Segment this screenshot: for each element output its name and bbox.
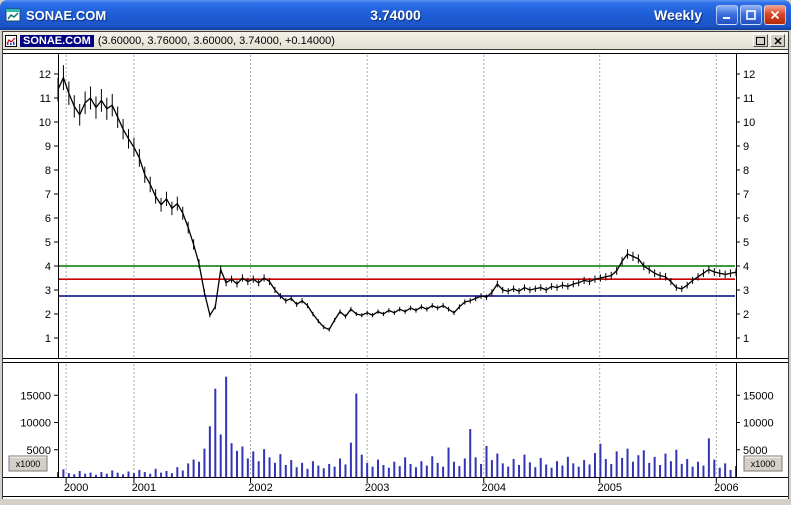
titlebar-period: Weekly bbox=[654, 7, 702, 23]
svg-text:15000: 15000 bbox=[743, 390, 774, 402]
volume-bars bbox=[57, 376, 737, 477]
chart-icon bbox=[5, 34, 17, 47]
app-icon bbox=[5, 7, 21, 23]
year-axis: 2000 2001 2002 2003 2004 2005 2006 bbox=[64, 478, 739, 494]
close-icon bbox=[770, 10, 780, 20]
svg-text:2003: 2003 bbox=[365, 482, 389, 494]
svg-text:5000: 5000 bbox=[27, 445, 51, 457]
svg-text:9: 9 bbox=[743, 141, 749, 153]
svg-text:5: 5 bbox=[743, 237, 749, 249]
volume-axis-labels: 5000 5000 10000 10000 15000 15000 bbox=[20, 390, 773, 457]
svg-text:10000: 10000 bbox=[743, 418, 774, 430]
svg-text:6: 6 bbox=[743, 213, 749, 225]
svg-text:2002: 2002 bbox=[248, 482, 272, 494]
svg-text:12: 12 bbox=[743, 69, 755, 81]
svg-text:7: 7 bbox=[45, 189, 51, 201]
svg-text:15000: 15000 bbox=[20, 390, 51, 402]
svg-text:2: 2 bbox=[45, 309, 51, 321]
inner-close-button[interactable] bbox=[770, 34, 785, 47]
svg-text:10: 10 bbox=[39, 117, 51, 129]
svg-text:11: 11 bbox=[40, 93, 51, 105]
svg-text:3: 3 bbox=[743, 285, 749, 297]
svg-text:11: 11 bbox=[743, 93, 754, 105]
titlebar[interactable]: SONAE.COM 3.74000 Weekly bbox=[0, 0, 791, 30]
inner-maximize-icon bbox=[756, 36, 765, 45]
svg-text:4: 4 bbox=[45, 261, 51, 273]
svg-text:12: 12 bbox=[39, 69, 51, 81]
svg-text:1: 1 bbox=[743, 333, 749, 345]
chart-window: SONAE.COM (3.60000, 3.76000, 3.60000, 3.… bbox=[2, 31, 789, 499]
maximize-icon bbox=[746, 10, 756, 20]
svg-text:2001: 2001 bbox=[132, 482, 156, 494]
svg-text:8: 8 bbox=[45, 165, 51, 177]
svg-text:2000: 2000 bbox=[64, 482, 88, 494]
svg-text:10000: 10000 bbox=[20, 418, 51, 430]
svg-text:2005: 2005 bbox=[597, 482, 621, 494]
svg-text:3: 3 bbox=[45, 285, 51, 297]
svg-text:x1000: x1000 bbox=[16, 459, 41, 469]
price-line bbox=[57, 75, 737, 331]
ohlc-quote: (3.60000, 3.76000, 3.60000, 3.74000, +0.… bbox=[97, 34, 335, 47]
minimize-icon bbox=[723, 17, 730, 19]
minimize-button[interactable] bbox=[716, 5, 738, 25]
svg-text:2006: 2006 bbox=[714, 482, 738, 494]
svg-text:5: 5 bbox=[45, 237, 51, 249]
inner-maximize-button[interactable] bbox=[753, 34, 768, 47]
svg-text:4: 4 bbox=[743, 261, 749, 273]
svg-text:2: 2 bbox=[743, 309, 749, 321]
svg-text:10: 10 bbox=[743, 117, 755, 129]
close-button[interactable] bbox=[764, 5, 786, 25]
chart-canvas[interactable]: 1 1 2 2 3 3 4 4 5 5 6 6 7 7 8 8 9 9 10 10 11 11 12 12 5000 5000 10… bbox=[3, 50, 788, 499]
svg-text:6: 6 bbox=[45, 213, 51, 225]
chart-window-titlebar[interactable]: SONAE.COM (3.60000, 3.76000, 3.60000, 3.… bbox=[3, 32, 788, 50]
pane-borders bbox=[3, 53, 788, 497]
maximize-button[interactable] bbox=[740, 5, 762, 25]
svg-text:7: 7 bbox=[743, 189, 749, 201]
svg-text:5000: 5000 bbox=[743, 445, 767, 457]
chart-symbol: SONAE.COM bbox=[20, 34, 94, 47]
svg-text:9: 9 bbox=[45, 141, 51, 153]
svg-text:x1000: x1000 bbox=[751, 459, 776, 469]
price-bars bbox=[57, 65, 737, 332]
volume-multiplier-left: x1000 bbox=[8, 455, 48, 472]
svg-text:8: 8 bbox=[743, 165, 749, 177]
window-title: SONAE.COM bbox=[26, 7, 107, 23]
svg-text:1: 1 bbox=[45, 333, 51, 345]
inner-close-icon bbox=[773, 36, 782, 45]
svg-text:2004: 2004 bbox=[482, 482, 506, 494]
volume-multiplier-right: x1000 bbox=[743, 455, 783, 472]
